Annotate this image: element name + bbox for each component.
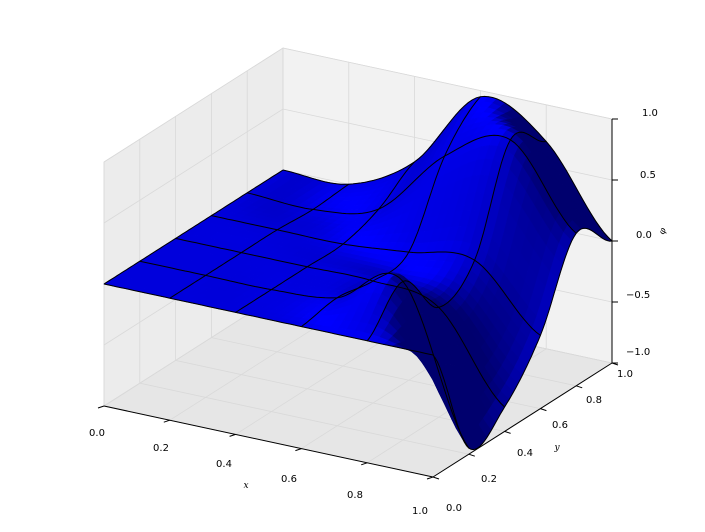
- y-tick: [576, 385, 583, 389]
- surface-wire-line: [169, 183, 350, 299]
- y-tick-label: 0.2: [481, 474, 497, 485]
- surface-wire-line: [103, 169, 284, 285]
- y-tick-label: 0.0: [446, 503, 462, 514]
- x-tick: [426, 476, 434, 480]
- surface-wire-line: [432, 227, 613, 451]
- y-tick-label: 0.6: [552, 420, 568, 431]
- y-axis-label: y: [553, 443, 560, 453]
- x-tick-label: 0.2: [153, 443, 169, 454]
- y-tick-label: 0.8: [586, 395, 602, 406]
- grid-line: [103, 47, 613, 163]
- x-axis-line: [103, 405, 434, 478]
- z-tick-label: 1.0: [642, 108, 658, 119]
- x-tick-label: 0.6: [281, 474, 297, 485]
- z-tick-label: −0.5: [626, 290, 650, 301]
- x-axis-label: x: [243, 481, 248, 491]
- z-tick-label: 0.0: [636, 230, 652, 241]
- x-tick-label: 0.0: [89, 428, 105, 439]
- y-tick: [504, 430, 511, 434]
- x-tick: [361, 462, 368, 466]
- surface-wire-line: [247, 134, 577, 234]
- surface-wire-line: [301, 96, 481, 327]
- surface-wire-line: [366, 131, 547, 342]
- z-tick-label: 0.5: [640, 170, 656, 181]
- z-axis-label: φ: [657, 226, 669, 236]
- surface-wire-line: [235, 161, 415, 313]
- surface-wire-line: [175, 237, 505, 408]
- tick-marks: [97, 118, 619, 480]
- y-tick-label: 1.0: [617, 369, 633, 380]
- y-tick: [432, 476, 440, 480]
- x-tick: [163, 419, 170, 423]
- x-tick: [295, 448, 302, 452]
- y-tick: [468, 453, 475, 457]
- x-tick-label: 1.0: [412, 506, 428, 517]
- x-tick: [229, 433, 236, 437]
- surface-wire-line: [211, 215, 541, 336]
- x-tick-label: 0.4: [216, 459, 232, 470]
- y-axis-line: [432, 362, 613, 478]
- x-tick: [97, 405, 105, 409]
- y-tick: [540, 408, 547, 412]
- z-tick-labels: −1.0 −0.5 0.0 0.5 1.0: [626, 108, 658, 358]
- surface-wire-line: [139, 260, 470, 449]
- surface: [103, 95, 613, 451]
- y-tick-labels: 0.0 0.2 0.4 0.6 0.8 1.0: [446, 369, 633, 514]
- x-tick-label: 0.8: [347, 490, 363, 501]
- surface-wire-line: [103, 283, 434, 356]
- surface-wire-line: [282, 95, 613, 242]
- x-tick-labels: 0.0 0.2 0.4 0.6 0.8 1.0: [89, 428, 428, 517]
- z-tick-label: −1.0: [626, 347, 650, 358]
- y-tick-label: 0.4: [517, 448, 533, 459]
